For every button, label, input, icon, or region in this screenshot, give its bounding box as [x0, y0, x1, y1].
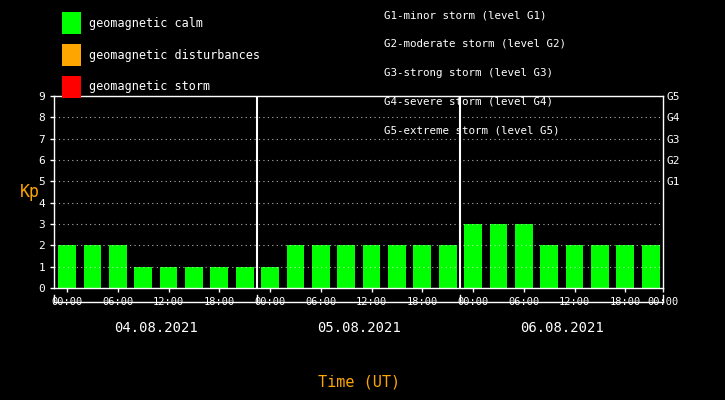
Text: Time (UT): Time (UT) — [318, 374, 400, 390]
Text: geomagnetic calm: geomagnetic calm — [89, 16, 203, 30]
Text: 04.08.2021: 04.08.2021 — [114, 321, 198, 335]
Bar — [160, 267, 178, 288]
Bar — [58, 245, 76, 288]
Text: G3-strong storm (level G3): G3-strong storm (level G3) — [384, 68, 553, 78]
Bar — [540, 245, 558, 288]
Bar — [286, 245, 304, 288]
Bar — [388, 245, 406, 288]
Y-axis label: Kp: Kp — [20, 183, 41, 201]
Text: 06.08.2021: 06.08.2021 — [520, 321, 604, 335]
Text: G1-minor storm (level G1): G1-minor storm (level G1) — [384, 10, 547, 20]
Bar — [185, 267, 203, 288]
Bar — [642, 245, 660, 288]
Bar — [464, 224, 482, 288]
Bar — [616, 245, 634, 288]
Text: geomagnetic storm: geomagnetic storm — [89, 80, 210, 94]
Bar — [515, 224, 533, 288]
Bar — [261, 267, 279, 288]
Bar — [591, 245, 609, 288]
Bar — [236, 267, 254, 288]
Bar — [134, 267, 152, 288]
Bar — [439, 245, 457, 288]
Text: G4-severe storm (level G4): G4-severe storm (level G4) — [384, 96, 553, 106]
Bar — [413, 245, 431, 288]
Bar — [210, 267, 228, 288]
Bar — [109, 245, 127, 288]
Text: 05.08.2021: 05.08.2021 — [317, 321, 401, 335]
Bar — [312, 245, 330, 288]
Bar — [337, 245, 355, 288]
Bar — [83, 245, 102, 288]
Text: G5-extreme storm (level G5): G5-extreme storm (level G5) — [384, 125, 560, 135]
Bar — [566, 245, 584, 288]
Text: G2-moderate storm (level G2): G2-moderate storm (level G2) — [384, 39, 566, 49]
Bar — [362, 245, 381, 288]
Text: geomagnetic disturbances: geomagnetic disturbances — [89, 48, 260, 62]
Bar — [489, 224, 508, 288]
